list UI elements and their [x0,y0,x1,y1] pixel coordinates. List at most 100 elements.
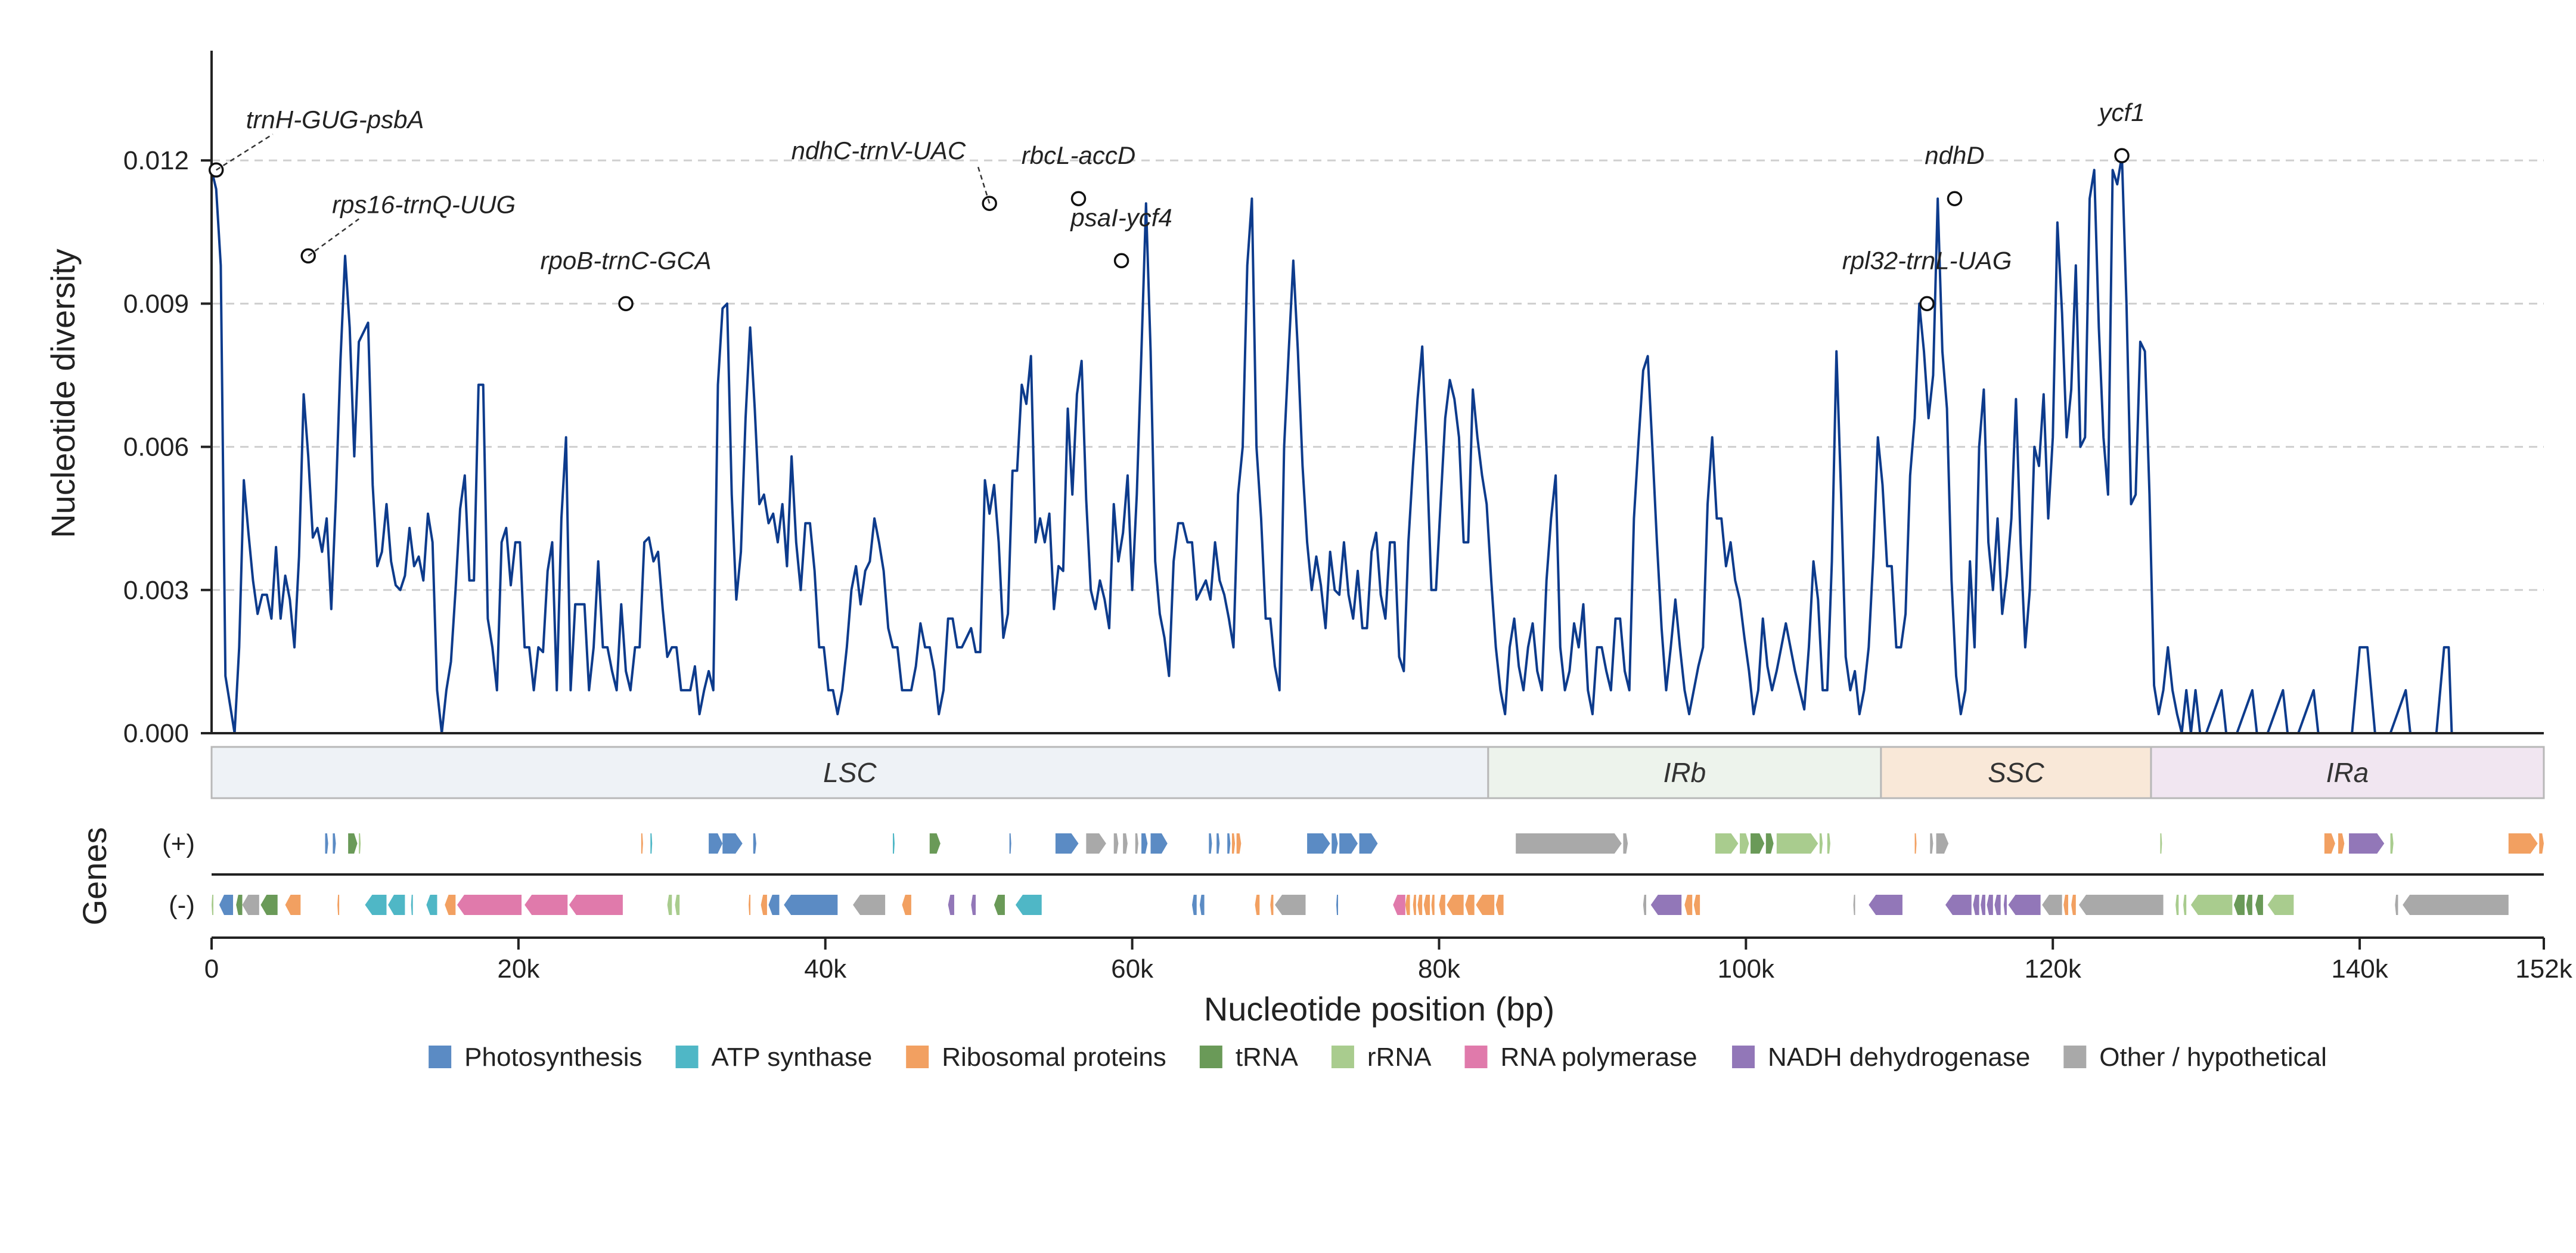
gene-tracks: (+) (-) [162,829,2544,939]
gene-block [2183,895,2187,915]
gene-block [1945,895,1972,915]
genes-axis-title: Genes [76,827,113,926]
gene-block [365,895,387,915]
diversity-line-layer [210,154,2482,734]
gene-block [2160,833,2162,854]
gene-block [1765,833,1774,854]
gene-block [457,895,522,915]
gene-block [853,895,886,915]
gene-block [768,895,780,915]
gene-block [784,895,838,915]
gene-block [1413,895,1416,915]
gene-block [2267,895,2294,915]
gene-block [1439,895,1445,915]
gene-block [1476,895,1495,915]
gene-block [1819,833,1823,854]
gene-block [1055,833,1079,854]
gene-block [426,895,437,915]
gene-block [1643,895,1647,915]
gene-block [1431,895,1435,915]
gene-block [1236,833,1242,854]
gene-block [2390,833,2394,854]
gene-block [1359,833,1378,854]
gene-block [2042,895,2062,915]
gene-block [929,833,941,854]
gene-block [650,833,653,854]
peak-label: rpoB-trnC-GCA [541,246,712,274]
gene-block [2233,895,2245,915]
gene-block [1623,833,1628,854]
gene-block [212,895,213,915]
x-axis-title: Nucleotide position (bp) [1204,990,1554,1028]
y-tick-label: 0.012 [123,146,189,175]
x-tick-label: 120k [2024,954,2081,984]
peak-marker [1919,296,1935,312]
diversity-line [210,154,2482,734]
gene-block [1336,895,1338,915]
gene-block [445,895,456,915]
gene-block [337,895,340,915]
y-tick-label: 0.009 [123,289,189,318]
peak-marker [1113,253,1129,269]
axes: 0.000 0.003 0.006 0.009 0.012 0 20k 40k 60k 80k 10… [123,51,2573,984]
strand-label-minus: (-) [169,891,195,920]
gene-block [569,895,623,915]
gene-block [2508,833,2538,854]
gene-block [2324,833,2335,854]
gene-block [1994,895,2001,915]
gene-block [2003,895,2007,915]
gene-block [242,895,259,915]
peak-marker [2114,148,2130,163]
gene-block [1209,833,1212,854]
region-label: LSC [823,757,877,788]
gene-block [1465,895,1475,915]
region-label: IRb [1663,757,1706,788]
gene-block [1740,833,1749,854]
gene-block [1930,833,1933,854]
peak-label: trnH-GUG-psbA [246,106,424,134]
region-band: LSC IRb SSC IRa [210,746,2545,799]
gene-block [1495,895,1504,915]
legend: Photosynthesis ATP synthase Ribosomal prot… [429,1043,2327,1072]
gene-block [411,895,413,915]
y-tick-label: 0.003 [123,576,189,605]
gene-block [2403,895,2509,915]
gene-block [902,895,911,915]
gene-block [1339,833,1358,854]
legend-swatch [1732,1046,1755,1068]
y-tick-label: 0.000 [123,719,189,748]
gene-block [285,895,301,915]
gene-block [1270,895,1274,915]
x-tick-label: 40k [804,954,847,984]
gene-block [1869,895,1902,915]
strand-label-plus: (+) [162,829,195,858]
gene-block [1216,833,1220,854]
peak-markers [208,148,2130,312]
gene-block [1015,895,1042,915]
x-tick-label: 0 [204,954,219,984]
legend-swatch [1464,1046,1488,1068]
gene-block [2338,833,2345,854]
gene-block [1827,833,1830,854]
region-label: SSC [1988,757,2044,788]
gene-block [2063,895,2068,915]
gene-block [667,895,672,915]
gene-block [1227,833,1231,854]
gene-block [948,895,954,915]
legend-swatch [1331,1046,1354,1068]
gene-block [709,833,723,854]
peak-leader-line [976,165,991,204]
gene-block [1693,895,1700,915]
peak-leader-line [216,134,274,171]
gene-block [893,833,895,854]
legend-label: Other / hypothetical [2099,1043,2327,1072]
gene-block [388,895,405,915]
gene-block [1981,895,1985,915]
gene-block [1776,833,1818,854]
gene-block [971,895,976,915]
gene-block [1009,833,1011,854]
gene-block [524,895,568,915]
peak-marker [1070,191,1087,206]
gene-block [1684,895,1693,915]
